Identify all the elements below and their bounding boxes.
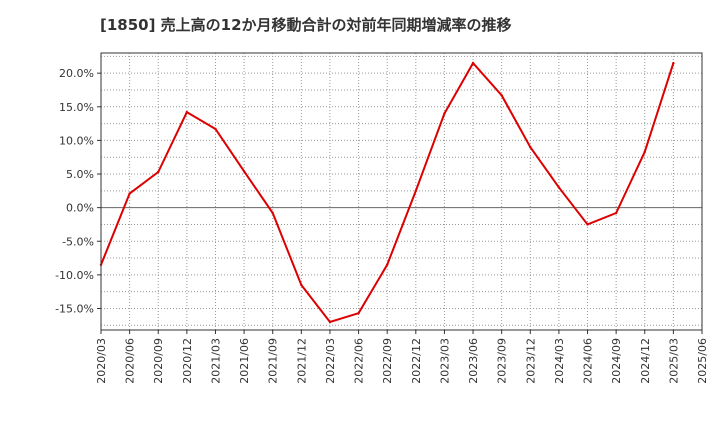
- data-point: [300, 283, 303, 287]
- data-point: [357, 311, 360, 315]
- plot-frame: [100, 52, 703, 331]
- x-tick-label: 2023/09: [496, 338, 509, 384]
- x-tick-label: 2020/06: [124, 338, 137, 384]
- data-point: [443, 112, 446, 115]
- x-tick-label: 2024/09: [610, 338, 623, 384]
- y-tick-label: 5.0%: [66, 168, 94, 181]
- data-point: [471, 61, 475, 65]
- chart-title: [1850] 売上高の12か月移動合計の対前年同期増減率の推移: [100, 16, 512, 34]
- y-tick-label: 20.0%: [59, 67, 94, 80]
- data-point: [500, 94, 503, 97]
- x-tick-label: 2022/06: [353, 338, 366, 384]
- data-point: [614, 211, 618, 215]
- x-tick-label: 2025/06: [696, 338, 709, 384]
- x-tick-label: 2021/12: [295, 338, 308, 384]
- x-tick-label: 2020/09: [152, 338, 165, 384]
- data-point: [128, 192, 131, 195]
- x-tick-label: 2022/03: [324, 338, 337, 384]
- data-point: [185, 110, 189, 114]
- data-point: [385, 263, 389, 266]
- series-lines: [99, 61, 675, 324]
- x-tick-label: 2023/06: [467, 338, 480, 384]
- x-tick-label: 2024/03: [553, 338, 566, 384]
- data-point: [529, 145, 532, 149]
- data-point: [242, 170, 246, 173]
- y-tick-label: 15.0%: [59, 101, 94, 114]
- x-tick-label: 2024/12: [639, 338, 652, 384]
- data-point: [557, 186, 561, 189]
- data-point: [672, 61, 675, 65]
- y-tick-label: -10.0%: [55, 269, 94, 282]
- data-point: [271, 211, 274, 215]
- data-point: [414, 189, 418, 193]
- grid-lines: [100, 53, 703, 330]
- data-point: [214, 127, 217, 131]
- y-tick-label: -5.0%: [62, 235, 94, 248]
- y-tick-label: 10.0%: [59, 134, 94, 147]
- y-axis-ticks: -15.0% -10.0% -5.0% 0.0% 5.0% 10.0% 15.0% 20.0%: [55, 67, 101, 315]
- x-tick-label: 2024/06: [582, 338, 595, 384]
- data-point: [157, 170, 160, 174]
- x-tick-label: 2021/09: [267, 338, 280, 384]
- y-tick-label: 0.0%: [66, 202, 94, 215]
- x-tick-label: 2023/12: [524, 338, 537, 384]
- x-tick-label: 2021/03: [209, 338, 222, 384]
- x-axis-ticks: 2020/03 2020/06 2020/09 2020/12 2021/03 2021/…: [95, 330, 709, 384]
- x-tick-label: 2021/06: [238, 338, 251, 384]
- x-tick-label: 2020/12: [181, 338, 194, 384]
- y-tick-label: -15.0%: [55, 302, 94, 315]
- x-tick-label: 2020/03: [95, 338, 108, 384]
- data-point: [328, 320, 332, 324]
- x-tick-label: 2025/03: [667, 338, 680, 384]
- data-point: [643, 150, 646, 154]
- x-tick-label: 2023/03: [438, 338, 451, 384]
- x-tick-label: 2022/12: [410, 338, 423, 384]
- x-tick-label: 2022/09: [381, 338, 394, 384]
- data-point: [586, 223, 589, 226]
